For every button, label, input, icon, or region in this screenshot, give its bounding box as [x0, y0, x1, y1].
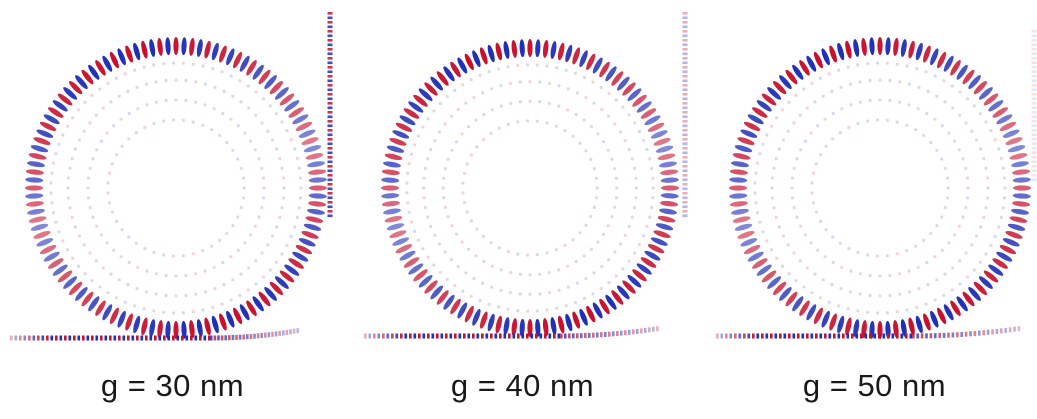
panel-gap-50: g = 50 nm: [702, 0, 1037, 419]
evanescent-field-pattern: [753, 61, 1007, 315]
drop-waveguide-field: [327, 12, 333, 218]
ring-mode-field: [729, 37, 1031, 339]
gap-caption: g = 30 nm: [100, 368, 245, 403]
ring-mode-field: [25, 37, 327, 339]
drop-waveguide-field: [682, 12, 688, 218]
ring-resonator-field-map: [10, 12, 333, 341]
ring-mode-field: [381, 39, 679, 337]
ring-resonator-field-map: [716, 30, 1037, 339]
bus-waveguide-field: [716, 326, 1021, 339]
panel-gap-40: g = 40 nm: [350, 0, 695, 419]
gap-caption: g = 40 nm: [450, 368, 595, 403]
ring-resonator-field-map: [364, 12, 688, 339]
evanescent-field-pattern: [49, 61, 303, 315]
bus-waveguide-field: [10, 328, 299, 341]
drop-waveguide-field: [1031, 30, 1037, 182]
bus-waveguide-field: [364, 326, 659, 339]
gap-caption: g = 50 nm: [802, 368, 947, 403]
evanescent-field-pattern: [405, 63, 655, 313]
panel-gap-30: g = 30 nm: [0, 0, 345, 419]
